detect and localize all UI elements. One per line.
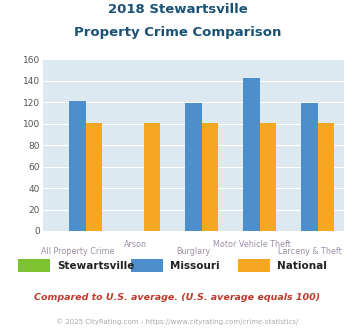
Text: Burglary: Burglary <box>176 247 211 256</box>
Text: Missouri: Missouri <box>170 261 220 271</box>
Text: © 2025 CityRating.com - https://www.cityrating.com/crime-statistics/: © 2025 CityRating.com - https://www.city… <box>56 318 299 325</box>
Text: Property Crime Comparison: Property Crime Comparison <box>74 26 281 39</box>
Text: 2018 Stewartsville: 2018 Stewartsville <box>108 3 247 16</box>
Text: Motor Vehicle Theft: Motor Vehicle Theft <box>213 240 290 248</box>
Bar <box>202 123 218 231</box>
Text: Larceny & Theft: Larceny & Theft <box>278 247 342 256</box>
Bar <box>318 123 334 231</box>
Text: Stewartsville: Stewartsville <box>57 261 134 271</box>
Bar <box>301 103 318 231</box>
Bar <box>69 101 86 231</box>
Text: Compared to U.S. average. (U.S. average equals 100): Compared to U.S. average. (U.S. average … <box>34 292 321 302</box>
Bar <box>244 78 260 231</box>
Bar <box>86 123 102 231</box>
Text: All Property Crime: All Property Crime <box>41 247 114 256</box>
Bar <box>185 103 202 231</box>
Bar <box>143 123 160 231</box>
Bar <box>260 123 276 231</box>
Text: Arson: Arson <box>124 240 147 248</box>
Text: National: National <box>277 261 327 271</box>
